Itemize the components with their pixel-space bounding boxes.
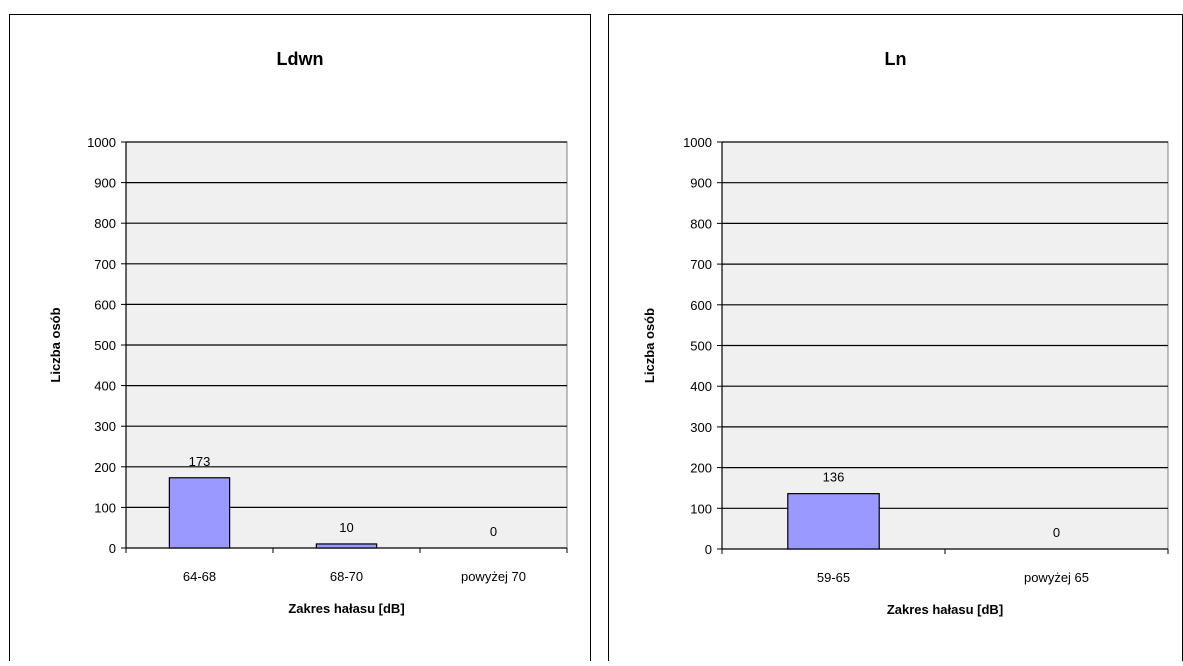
chart-ldwn-panel: Ldwn 0 100 200 300 400 500 600 700 800 900 1000 173 6… [9, 0, 591, 666]
x-axis-label: Zakres hałasu [dB] [887, 602, 1003, 617]
data-label: 136 [823, 470, 845, 485]
y-tick-label: 1000 [87, 135, 116, 150]
bar-59-65 [787, 493, 880, 550]
y-axis-label: Liczba osób [48, 307, 63, 382]
y-tick-label: 800 [94, 216, 116, 231]
bar-64-68 [168, 477, 231, 549]
y-tick-label: 800 [690, 216, 712, 231]
chart-ldwn: Ldwn010020030040050060070080090010001736… [9, 14, 591, 666]
y-tick-label: 700 [94, 257, 116, 272]
data-label: 0 [1053, 525, 1060, 540]
y-tick-label: 300 [94, 419, 116, 434]
x-tick-label: powyżej 65 [1024, 570, 1089, 585]
chart-ln: Ln 0 100 200 300 400 500 600 700 800 900 1000 136 59-… [608, 14, 1183, 666]
y-tick-label: 300 [690, 420, 712, 435]
y-tick-label: 500 [94, 338, 116, 353]
x-tick-label: 68-70 [330, 569, 363, 584]
x-tick-label: 59-65 [817, 570, 850, 585]
y-tick-label: 1000 [683, 135, 712, 150]
y-tick-label: 900 [690, 176, 712, 191]
y-tick-label: 0 [109, 541, 116, 556]
data-label: 0 [490, 524, 497, 539]
x-tick-label: powyżej 70 [461, 569, 526, 584]
y-tick-label: 900 [94, 176, 116, 191]
data-label: 10 [339, 520, 353, 535]
x-tick-label: 64-68 [183, 569, 216, 584]
y-tick-label: 100 [690, 501, 712, 516]
y-tick-label: 600 [690, 298, 712, 313]
y-tick-label: 600 [94, 297, 116, 312]
chart-ln-panel: Ln 0 100 200 300 400 500 600 700 800 900 1000 136 59-… [608, 0, 1183, 666]
y-tick-label: 0 [705, 542, 712, 557]
y-tick-label: 400 [94, 379, 116, 394]
y-tick-label: 200 [690, 461, 712, 476]
bar-68-70 [315, 543, 378, 549]
x-axis-label: Zakres hałasu [dB] [288, 601, 404, 616]
y-tick-label: 500 [690, 339, 712, 354]
y-tick-label: 700 [690, 257, 712, 272]
y-tick-label: 400 [690, 379, 712, 394]
chart-title: Ln [885, 49, 907, 69]
y-tick-label: 200 [94, 460, 116, 475]
y-tick-label: 100 [94, 500, 116, 515]
y-axis-label: Liczba osób [642, 308, 657, 383]
data-label: 173 [189, 454, 211, 469]
chart-title: Ldwn [277, 49, 324, 69]
